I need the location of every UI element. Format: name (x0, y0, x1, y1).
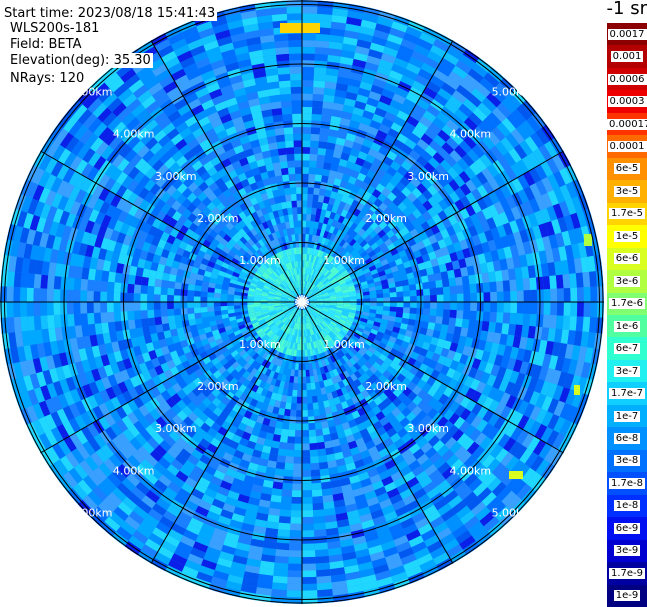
azimuth-spoke (40, 150, 303, 303)
colorbar-swatch: 3e-9 (607, 539, 647, 563)
colorbar-swatch: 6e-9 (607, 517, 647, 540)
colorbar-label: 1e-7 (613, 410, 641, 422)
colorbar-label: 3e-6 (613, 275, 641, 287)
azimuth-spoke (301, 301, 454, 564)
unit-label: -1 sr (606, 0, 647, 19)
colorbar-label: 0.001 (610, 51, 644, 63)
colorbar-swatch: 0.001 (607, 45, 647, 68)
colorbar-swatch: 3e-7 (607, 359, 647, 383)
colorbar-label: 0.0017 (607, 28, 647, 40)
colorbar-swatch: 1.7e-9 (607, 562, 647, 585)
colorbar-label: 3e-7 (613, 365, 641, 377)
azimuth-spoke (40, 301, 303, 454)
colorbar-label: 6e-9 (613, 522, 641, 534)
colorbar-label: 1e-5 (613, 230, 641, 242)
colorbar-swatch: 0.0017 (607, 23, 647, 46)
azimuth-spoke (301, 301, 564, 454)
range-label: 5.00km (492, 86, 534, 99)
nrays-label: NRays: 120 (8, 71, 87, 86)
elevation-label: Elevation(deg): 35.30 (8, 53, 153, 69)
range-label: 4.00km (450, 128, 492, 141)
range-label: 2.00km (197, 212, 239, 225)
colorbar-label: 1.7e-6 (608, 298, 646, 310)
colorbar-swatch: 1.7e-6 (607, 292, 647, 315)
colorbar-swatch: 0.00017 (607, 112, 647, 136)
range-labels: 1.00km 1.00km 1.00km 1.00km 2.00km 2.00km 2.00… (71, 86, 533, 520)
range-label: 5.00km (71, 86, 113, 99)
colorbar-swatch: 6e-5 (607, 157, 647, 181)
colorbar-label: 1e-8 (613, 500, 641, 512)
colorbar-swatch: 1e-5 (607, 225, 647, 248)
range-label: 2.00km (365, 380, 407, 393)
colorbar-swatch: 1.7e-5 (607, 202, 647, 226)
colorbar-label: 6e-8 (613, 433, 641, 445)
range-label: 4.00km (113, 128, 155, 141)
colorbar-label: 0.0001 (607, 141, 647, 153)
colorbar-label: 0.00017 (607, 118, 647, 130)
colorbar-swatch: 1e-8 (607, 494, 647, 518)
colorbar-swatch: 1.7e-8 (607, 472, 647, 495)
colorbar-swatch: 1e-7 (607, 404, 647, 428)
colorbar-label: 1e-6 (613, 320, 641, 332)
colorbar-label: 1.7e-7 (608, 388, 646, 400)
backscatter-field (0, 0, 604, 604)
range-label: 3.00km (407, 170, 449, 183)
colorbar-swatch: 0.0001 (607, 135, 647, 158)
azimuth-spoke (301, 150, 564, 303)
azimuth-spoke (150, 40, 303, 303)
center-marker (298, 295, 303, 303)
colorbar-swatch: 3e-5 (607, 180, 647, 203)
instrument-label: WLS200s-181 (8, 21, 102, 36)
colorbar-label: 6e-5 (613, 163, 641, 175)
colorbar-label: 0.0006 (607, 73, 647, 85)
colorbar-swatch: 3e-8 (607, 449, 647, 473)
range-label: 1.00km (323, 338, 365, 351)
range-label: 1.00km (239, 254, 281, 267)
range-label: 3.00km (155, 170, 197, 183)
colorbar-label: 1.7e-9 (608, 567, 646, 579)
colorbar-swatch: 0.0003 (607, 90, 647, 113)
colorbar-label: 1e-9 (613, 590, 641, 602)
colorbar-swatch: 1.7e-7 (607, 382, 647, 405)
colorbar-label: 3e-9 (613, 545, 641, 557)
range-grid (0, 0, 604, 604)
range-label: 5.00km (492, 506, 534, 519)
range-label: 3.00km (155, 422, 197, 435)
colorbar-swatch: 6e-6 (607, 247, 647, 271)
ppi-scan-plot: 1.00km 1.00km 1.00km 1.00km 2.00km 2.00km 2.00… (0, 0, 604, 604)
range-label: 2.00km (365, 212, 407, 225)
colorbar-label: 6e-7 (613, 343, 641, 355)
field-label: Field: BETA (8, 37, 84, 52)
colorbar-swatch: 6e-8 (607, 427, 647, 450)
elevation-value: 35.30 (113, 53, 151, 68)
azimuth-spoke (301, 40, 454, 303)
colorbar-swatch: 3e-6 (607, 270, 647, 293)
start-time-label: Start time: 2023/08/18 15:41:43 (2, 6, 218, 21)
range-label: 4.00km (113, 464, 155, 477)
colorbar-swatch: 1e-6 (607, 315, 647, 338)
range-label: 5.00km (71, 506, 113, 519)
range-label: 1.00km (239, 338, 281, 351)
range-label: 4.00km (450, 464, 492, 477)
azimuth-spoke (150, 301, 303, 564)
colorbar-label: 0.0003 (607, 96, 647, 108)
colorbar-label: 1.7e-5 (608, 208, 646, 220)
colorbar-swatch: 1e-9 (607, 584, 647, 607)
range-label: 2.00km (197, 380, 239, 393)
colorbar-label: 6e-6 (613, 253, 641, 265)
elevation-caption: Elevation(deg): (10, 53, 110, 68)
range-label: 3.00km (407, 422, 449, 435)
colorbar-label: 1.7e-8 (608, 477, 646, 489)
colorbar-swatch: 6e-7 (607, 337, 647, 360)
colorbar-label: 3e-5 (613, 185, 641, 197)
colorbar-swatch: 0.0006 (607, 67, 647, 91)
range-label: 1.00km (323, 254, 365, 267)
colorbar-label: 3e-8 (613, 455, 641, 467)
